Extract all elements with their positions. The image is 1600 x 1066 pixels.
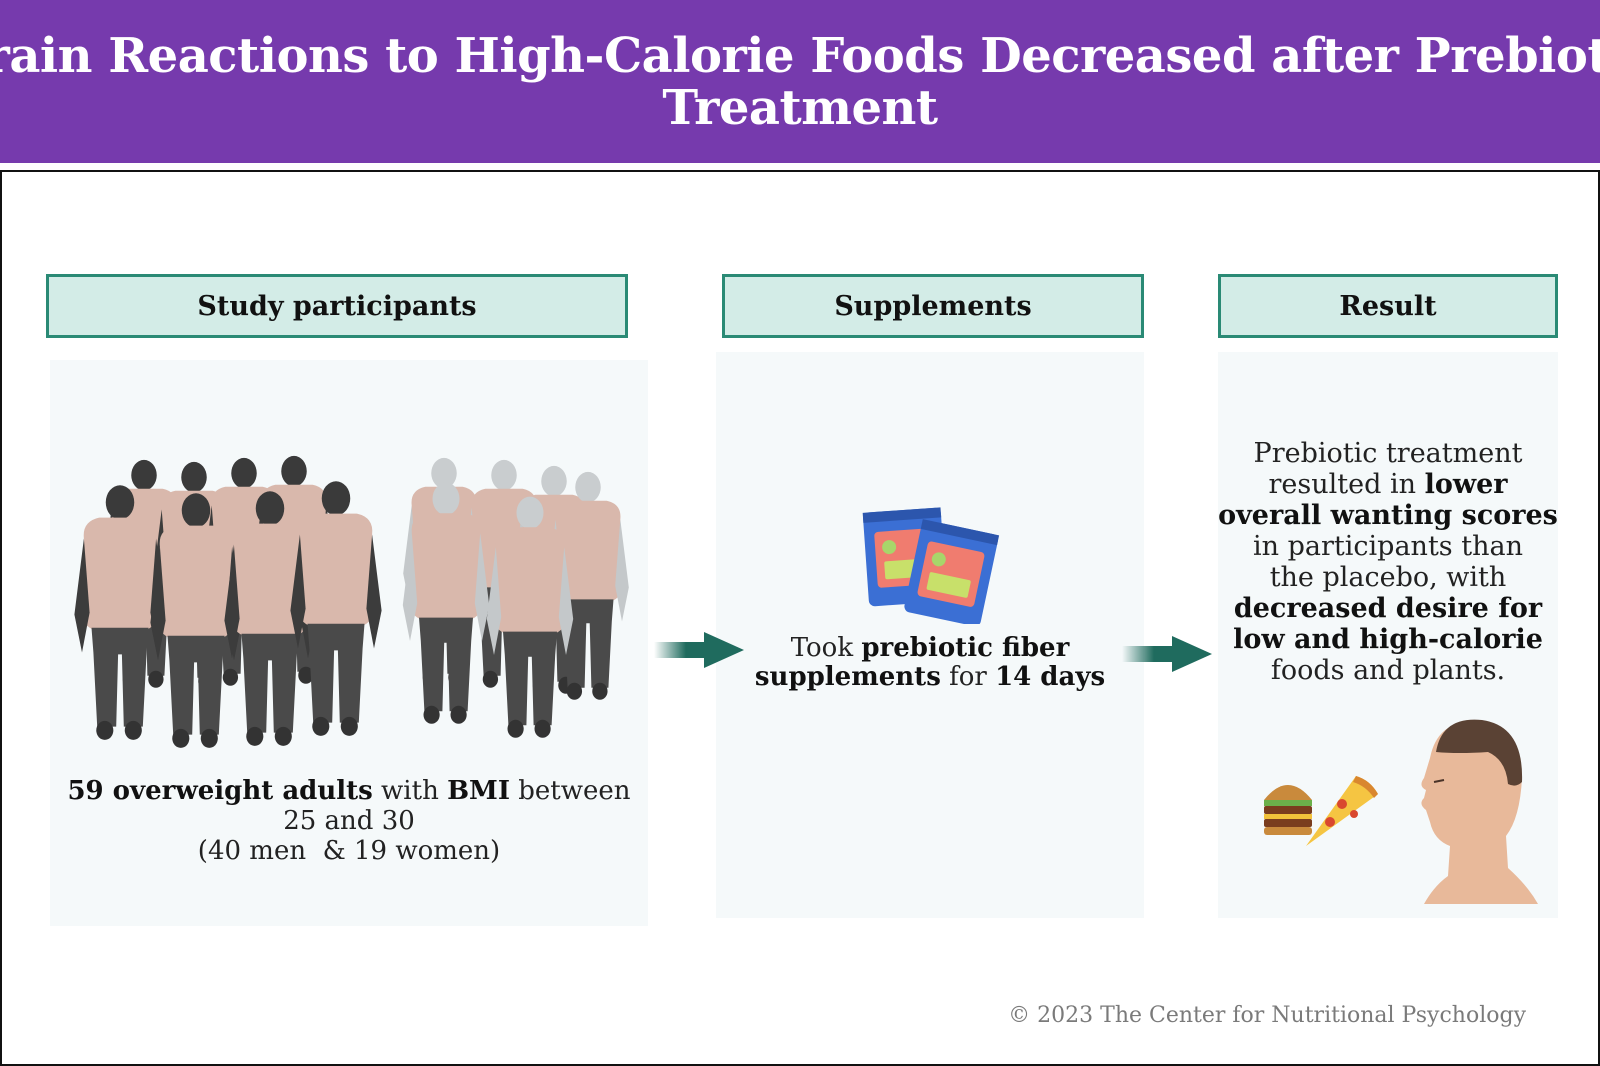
arrow-right-icon-2: [1122, 636, 1212, 672]
header-study-participants: Study participants: [46, 274, 628, 338]
supplements-text: Took prebiotic fiber supplements for 14 …: [716, 634, 1144, 692]
title-banner: Brain Reactions to High-Calorie Foods De…: [0, 0, 1600, 166]
participants-count: 59 overweight adults: [67, 776, 373, 806]
arrow-right-icon: [654, 632, 744, 668]
participants-between: between: [510, 776, 631, 806]
supplements-line-2: supplements for 14 days: [716, 663, 1144, 692]
participants-split: (40 men & 19 women): [197, 836, 501, 866]
participants-text: 59 overweight adults with BMI between 25…: [50, 776, 648, 866]
header-result: Result: [1218, 274, 1558, 338]
result-line-2: resulted in lower: [1218, 469, 1558, 500]
result-line-6: decreased desire for: [1233, 593, 1543, 624]
title-line-2: Treatment: [662, 79, 938, 136]
result-line-3: overall wanting scores: [1218, 500, 1558, 531]
header-supplements: Supplements: [722, 274, 1144, 338]
content-frame: Study participants Supplements Result: [0, 170, 1600, 1066]
pizza-slice-icon: [1306, 776, 1378, 846]
participants-bmi: BMI: [447, 776, 510, 806]
copyright-footer: © 2023 The Center for Nutritional Psycho…: [1008, 1003, 1526, 1028]
supplements-panel: Took prebiotic fiber supplements for 14 …: [716, 352, 1144, 918]
result-panel: Prebiotic treatment resulted in lower ov…: [1218, 352, 1558, 918]
supplement-packets-icon: [862, 507, 1000, 624]
result-text: Prebiotic treatment resulted in lower ov…: [1218, 438, 1558, 686]
result-line-8: foods and plants.: [1270, 655, 1506, 686]
burger-icon: [1264, 785, 1312, 835]
people-group-icon: [74, 455, 629, 748]
person-food-icon: [1264, 719, 1538, 904]
participants-panel: 59 overweight adults with BMI between 25…: [50, 360, 648, 926]
participants-line-1: 59 overweight adults with BMI between: [50, 776, 648, 806]
supplements-for: for: [940, 662, 996, 692]
participants-range: 25 and 30: [283, 806, 415, 836]
supplements-prebiotic-fiber: prebiotic fiber: [861, 633, 1070, 663]
supplements-line-1: Took prebiotic fiber: [716, 634, 1144, 663]
result-line-5: the placebo, with: [1269, 562, 1507, 593]
supplements-took: Took: [790, 633, 862, 663]
result-line-1: Prebiotic treatment: [1253, 438, 1523, 469]
participants-with: with: [372, 776, 448, 806]
header-supplements-label: Supplements: [834, 290, 1032, 322]
title-line-1: Brain Reactions to High-Calorie Foods De…: [0, 27, 1600, 84]
header-result-label: Result: [1339, 290, 1437, 322]
result-line-7: low and high-calorie: [1233, 624, 1543, 655]
supplements-supplements: supplements: [754, 662, 941, 692]
result-lower: lower: [1424, 469, 1508, 500]
supplements-duration: 14 days: [995, 662, 1106, 692]
result-line-4: in participants than: [1253, 531, 1523, 562]
result-resulted-in: resulted in: [1268, 469, 1425, 500]
header-study-participants-label: Study participants: [197, 290, 477, 322]
person-head-icon: [1421, 719, 1538, 904]
